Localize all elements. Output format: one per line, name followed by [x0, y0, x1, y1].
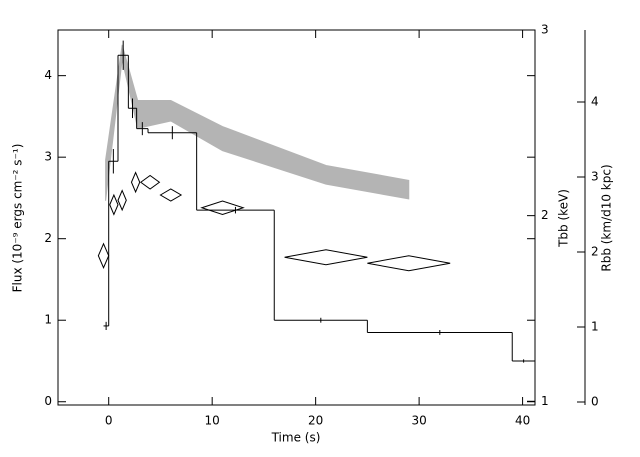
x-tick-label: 30	[411, 414, 426, 428]
y-tick-label: 1	[44, 313, 52, 327]
y-tick-label: 0	[44, 394, 52, 408]
y-tick-label: 2	[591, 245, 599, 259]
x-axis-label: Time (s)	[271, 431, 321, 445]
radius-diamond	[117, 189, 127, 212]
x-tick-label: 0	[105, 414, 113, 428]
x-tick-label: 40	[515, 414, 530, 428]
y-tick-label: 2	[44, 231, 52, 245]
y-tick-label: 3	[591, 170, 599, 184]
flux-axis-label: Flux (10⁻⁹ ergs cm⁻² s⁻¹)	[11, 144, 25, 293]
plot-frame	[57, 29, 536, 406]
radius-diamond	[109, 193, 119, 216]
radius-diamond	[97, 242, 110, 270]
radius-diamond	[130, 171, 141, 194]
y-tick-label: 1	[591, 320, 599, 334]
radius-axis-label: Rbb (km/d10 kpc)	[600, 164, 614, 271]
radius-diamond	[284, 249, 368, 266]
y-tick-label: 3	[44, 150, 52, 164]
radius-diamond	[139, 174, 161, 190]
y-tick-label: 3	[541, 23, 549, 37]
y-tick-label: 4	[591, 95, 599, 109]
radius-diamond	[159, 188, 183, 202]
x-tick-label: 20	[308, 414, 323, 428]
radius-diamond	[367, 255, 451, 272]
temperature-axis-label: Tbb (keV)	[557, 189, 571, 248]
x-tick-label: 10	[205, 414, 220, 428]
y-tick-label: 4	[44, 68, 52, 82]
y-tick-label: 1	[541, 394, 549, 408]
radius-diamond	[200, 200, 245, 216]
y-tick-label: 2	[541, 208, 549, 222]
temperature-band	[105, 44, 410, 201]
y-tick-label: 0	[591, 395, 599, 409]
